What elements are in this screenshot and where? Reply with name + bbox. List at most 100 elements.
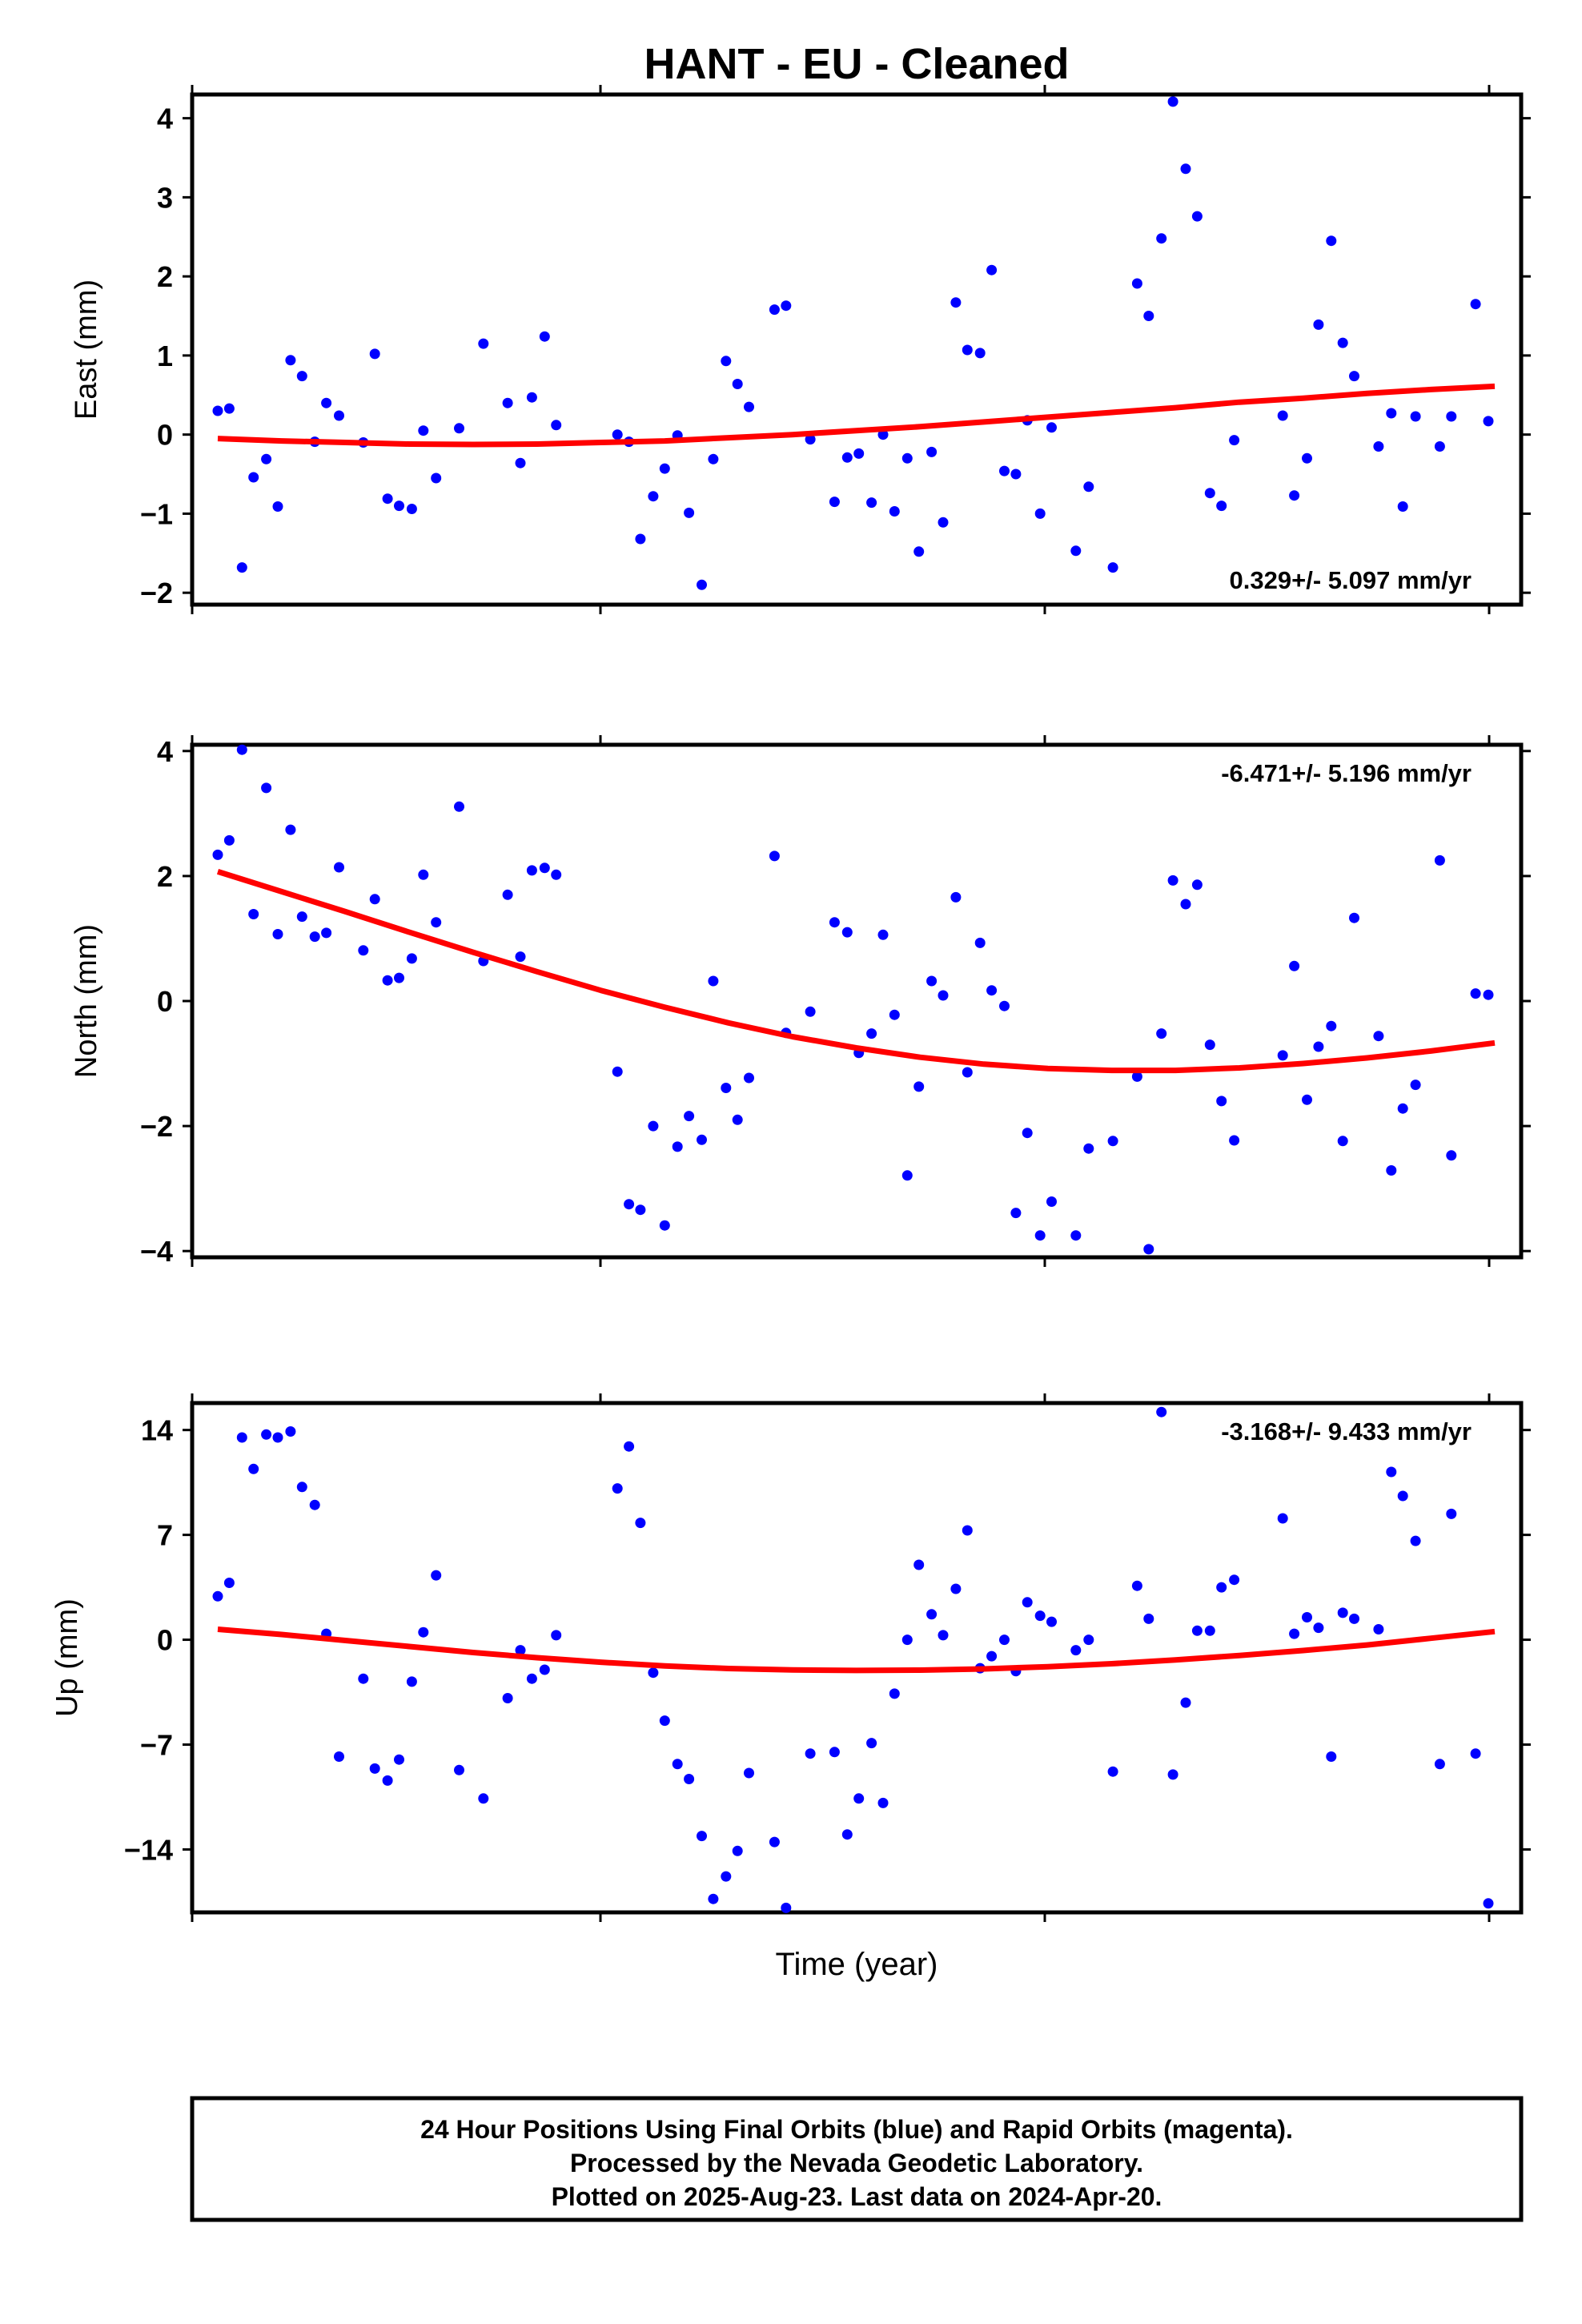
up-data-point [1313, 1622, 1324, 1634]
east-data-point [418, 425, 429, 436]
east-data-point [829, 497, 840, 508]
up-data-point [1216, 1582, 1227, 1593]
north-frame [190, 742, 1524, 1260]
up-data-point [1470, 1748, 1481, 1759]
north-data-point [1483, 989, 1494, 1000]
up-fit-line [217, 1626, 1496, 1674]
east-data-point [1180, 163, 1191, 175]
east-data-point [697, 579, 707, 590]
east-data-point [1083, 481, 1094, 493]
north-data-point [454, 801, 464, 812]
north-data-point [974, 937, 986, 948]
east-data-point [805, 434, 816, 445]
north-data-point [369, 894, 380, 905]
north-data-point [1204, 1039, 1215, 1051]
east-data-point [986, 264, 998, 275]
east-data-point [1010, 468, 1022, 480]
up-data-point [1070, 1645, 1082, 1656]
east-data-point [1397, 501, 1408, 512]
north-data-point [223, 834, 235, 846]
up-data-point [938, 1630, 949, 1641]
north-data-point [889, 1009, 900, 1020]
up-data-point [212, 1590, 223, 1602]
north-data-point [659, 1220, 670, 1231]
north-data-point [406, 953, 417, 964]
north-data-point [1191, 879, 1203, 891]
north-data-point [1313, 1041, 1324, 1052]
up-data-point [551, 1630, 562, 1641]
up-data-point [1046, 1616, 1057, 1627]
up-data-point [272, 1432, 283, 1443]
north-data-point [1326, 1020, 1337, 1031]
north-data-point [877, 929, 889, 940]
north-data-point [901, 1170, 913, 1181]
east-data-point [272, 501, 283, 512]
north-data-point [697, 1134, 707, 1145]
east-data-point [853, 448, 865, 459]
up-data-point [732, 1845, 743, 1856]
east-data-point [1167, 96, 1178, 107]
up-data-point [285, 1426, 296, 1437]
east-data-point [769, 304, 780, 316]
up-data-point [889, 1688, 900, 1699]
north-data-point [721, 1083, 732, 1093]
north-data-point [1070, 1230, 1082, 1241]
east-data-point [926, 446, 938, 457]
north-ytick-label: 4 [157, 735, 173, 768]
east-data-point [841, 452, 853, 463]
east-data-point [223, 403, 235, 414]
east-data-point [1470, 299, 1481, 310]
up-data-point [1397, 1490, 1408, 1502]
north-data-point [1397, 1103, 1408, 1114]
up-data-point [261, 1429, 272, 1440]
east-data-point [502, 397, 513, 408]
north-data-point [829, 917, 840, 928]
east-data-point [321, 397, 332, 408]
up-frame [190, 1401, 1524, 1915]
east-data-point [1107, 562, 1118, 573]
north-data-point [1216, 1096, 1227, 1107]
east-data-point [684, 507, 695, 518]
east-data-point [781, 300, 792, 312]
east-data-point [1034, 508, 1046, 519]
up-data-point [781, 1902, 792, 1913]
up-data-point [659, 1715, 670, 1727]
north-data-point [1386, 1165, 1397, 1176]
north-data-point [1434, 854, 1445, 866]
east-data-point [1386, 408, 1397, 419]
up-data-point [697, 1831, 707, 1842]
up-data-point [1483, 1898, 1494, 1909]
footer-line-1: 24 Hour Positions Using Final Orbits (bl… [420, 2115, 1293, 2144]
east-data-point [1326, 235, 1337, 247]
up-data-point [1107, 1766, 1118, 1777]
east-data-point [1046, 422, 1057, 433]
north-ytick-label: −4 [140, 1235, 173, 1268]
up-data-point [986, 1651, 998, 1662]
up-data-point [248, 1463, 259, 1474]
east-ytick-label: −1 [140, 497, 173, 530]
north-data-point [1277, 1050, 1288, 1061]
north-data-point [515, 951, 526, 963]
east-data-point [526, 392, 537, 403]
up-data-point [1156, 1406, 1167, 1417]
east-data-point [285, 355, 296, 366]
up-data-point [369, 1763, 380, 1774]
up-data-point [1167, 1769, 1178, 1780]
north-data-point [938, 990, 949, 1001]
up-data-point [901, 1634, 913, 1646]
east-data-point [1410, 411, 1421, 422]
up-data-point [526, 1673, 537, 1684]
up-data-point [744, 1767, 754, 1779]
east-data-point [431, 472, 442, 484]
east-data-point [369, 348, 380, 360]
up-data-point [877, 1797, 889, 1808]
north-data-point [926, 975, 938, 987]
east-data-point [236, 562, 247, 573]
north-data-point [732, 1114, 743, 1125]
east-data-point [744, 401, 754, 412]
east-fit-line [217, 383, 1496, 448]
east-data-point [454, 423, 464, 434]
up-data-point [1410, 1535, 1421, 1546]
east-data-point [732, 379, 743, 389]
